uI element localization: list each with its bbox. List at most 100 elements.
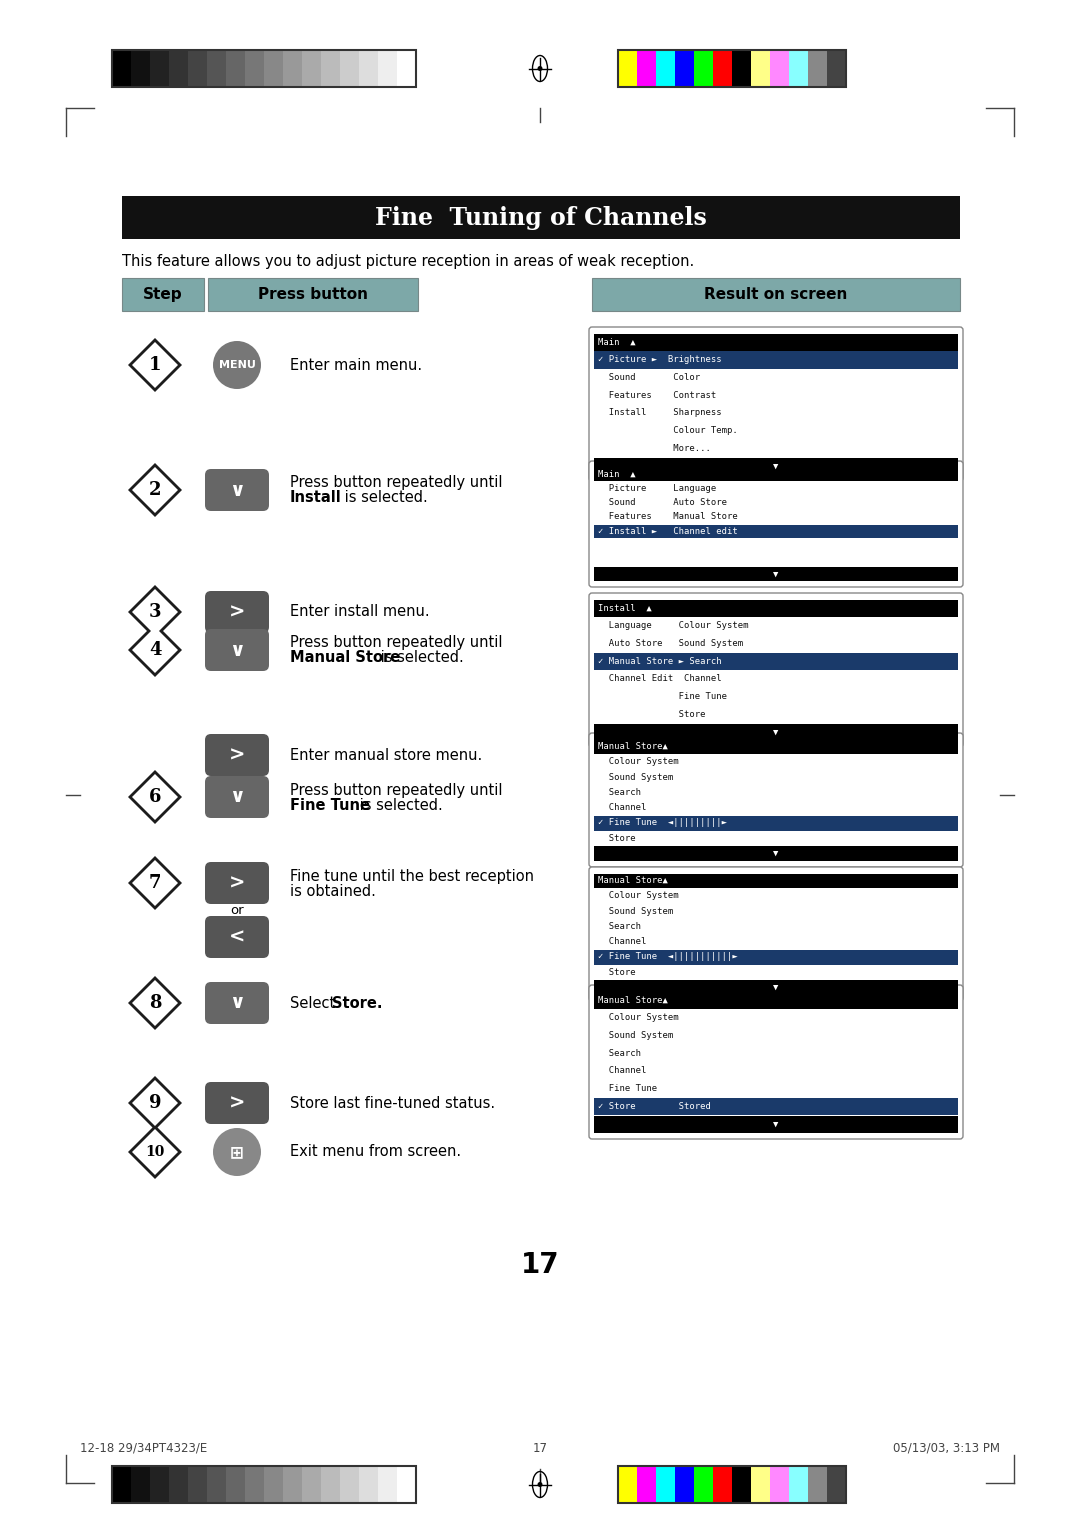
Text: ✓ Fine Tune  ◄|||||||||||►: ✓ Fine Tune ◄|||||||||||► [598, 952, 738, 961]
Polygon shape [132, 1129, 178, 1175]
FancyBboxPatch shape [589, 733, 963, 866]
Polygon shape [129, 623, 183, 677]
Text: Store: Store [598, 967, 636, 976]
Text: 3: 3 [149, 604, 161, 620]
Text: Search: Search [598, 1048, 642, 1057]
Polygon shape [132, 342, 178, 388]
Bar [618, 50, 637, 87]
Text: >: > [229, 874, 245, 892]
Text: 4: 4 [149, 642, 161, 659]
Text: Search: Search [598, 921, 642, 931]
Bar [594, 740, 958, 755]
Bar [618, 1465, 846, 1504]
Polygon shape [129, 976, 183, 1030]
FancyBboxPatch shape [205, 776, 269, 817]
Bar [112, 50, 131, 87]
Bar [675, 1465, 694, 1504]
Text: Install  ▲: Install ▲ [598, 604, 651, 613]
Text: 10: 10 [146, 1144, 164, 1160]
Bar [168, 50, 188, 87]
Text: Install: Install [291, 490, 341, 506]
Text: Press button repeatedly until: Press button repeatedly until [291, 475, 502, 490]
Text: 05/13/03, 3:13 PM: 05/13/03, 3:13 PM [893, 1441, 1000, 1455]
Text: ✓ Store        Stored: ✓ Store Stored [598, 1102, 711, 1111]
Text: Channel Edit  Channel: Channel Edit Channel [598, 674, 721, 683]
Polygon shape [129, 338, 183, 393]
FancyBboxPatch shape [589, 327, 963, 481]
Bar [226, 50, 245, 87]
Text: Manual Store▲: Manual Store▲ [598, 743, 667, 752]
Text: ✓ Picture ►  Brightness: ✓ Picture ► Brightness [598, 354, 721, 364]
Text: ∨: ∨ [229, 993, 245, 1013]
Text: Store last fine-tuned status.: Store last fine-tuned status. [291, 1096, 495, 1111]
Bar [770, 50, 789, 87]
Text: MENU: MENU [218, 361, 256, 370]
Text: ▼: ▼ [773, 1120, 779, 1129]
Bar [378, 1465, 397, 1504]
Bar [732, 50, 751, 87]
Bar [245, 1465, 264, 1504]
FancyBboxPatch shape [205, 862, 269, 905]
Bar [594, 351, 958, 368]
Text: ▼: ▼ [773, 850, 779, 857]
Text: is selected.: is selected. [340, 490, 428, 506]
Text: ✓ Manual Store ► Search: ✓ Manual Store ► Search [598, 657, 721, 666]
Text: ∨: ∨ [229, 640, 245, 660]
Text: is selected.: is selected. [355, 798, 443, 813]
Bar [321, 1465, 340, 1504]
Circle shape [538, 66, 542, 70]
Text: 9: 9 [149, 1094, 161, 1112]
Bar [637, 1465, 656, 1504]
Text: Press button repeatedly until: Press button repeatedly until [291, 782, 502, 798]
Text: Sound System: Sound System [598, 1031, 673, 1041]
Text: ▼: ▼ [773, 727, 779, 736]
Text: 17: 17 [521, 1251, 559, 1279]
Polygon shape [132, 626, 178, 672]
Polygon shape [132, 468, 178, 513]
Bar [188, 50, 207, 87]
Bar [751, 50, 770, 87]
FancyBboxPatch shape [205, 469, 269, 510]
Text: Enter manual store menu.: Enter manual store menu. [291, 747, 483, 762]
Text: Picture     Language: Picture Language [598, 484, 716, 494]
Text: ✓ Install ►   Channel edit: ✓ Install ► Channel edit [598, 527, 738, 536]
Text: or: or [230, 905, 244, 917]
Text: 6: 6 [149, 788, 161, 805]
Text: Auto Store   Sound System: Auto Store Sound System [598, 639, 743, 648]
Text: Colour System: Colour System [598, 758, 678, 767]
Bar [827, 1465, 846, 1504]
Text: ✓ Fine Tune  ◄|||||||||►: ✓ Fine Tune ◄|||||||||► [598, 819, 727, 827]
Polygon shape [129, 1125, 183, 1180]
Text: Fine  Tuning of Channels: Fine Tuning of Channels [375, 205, 707, 229]
Bar [188, 1465, 207, 1504]
Bar [397, 50, 416, 87]
Bar [594, 950, 958, 964]
Polygon shape [129, 1076, 183, 1131]
Bar [789, 1465, 808, 1504]
Bar [283, 50, 302, 87]
Bar [397, 1465, 416, 1504]
Text: ∨: ∨ [229, 787, 245, 807]
Bar [302, 50, 321, 87]
Bar [827, 50, 846, 87]
Text: Fine Tune: Fine Tune [598, 1085, 657, 1093]
Bar [694, 1465, 713, 1504]
Bar [694, 50, 713, 87]
Bar [168, 1465, 188, 1504]
Bar [594, 847, 958, 860]
Text: Main  ▲: Main ▲ [598, 469, 636, 478]
Text: Store: Store [598, 711, 705, 718]
Bar [594, 468, 958, 481]
Text: Store: Store [598, 834, 636, 842]
Bar [112, 1465, 131, 1504]
Text: ▼: ▼ [773, 570, 779, 579]
Bar [207, 1465, 226, 1504]
Bar [122, 196, 960, 238]
FancyBboxPatch shape [589, 593, 963, 747]
Text: Select: Select [291, 996, 340, 1010]
Bar [594, 458, 958, 475]
Bar [359, 50, 378, 87]
Bar [594, 981, 958, 995]
Bar [359, 1465, 378, 1504]
Bar [321, 50, 340, 87]
